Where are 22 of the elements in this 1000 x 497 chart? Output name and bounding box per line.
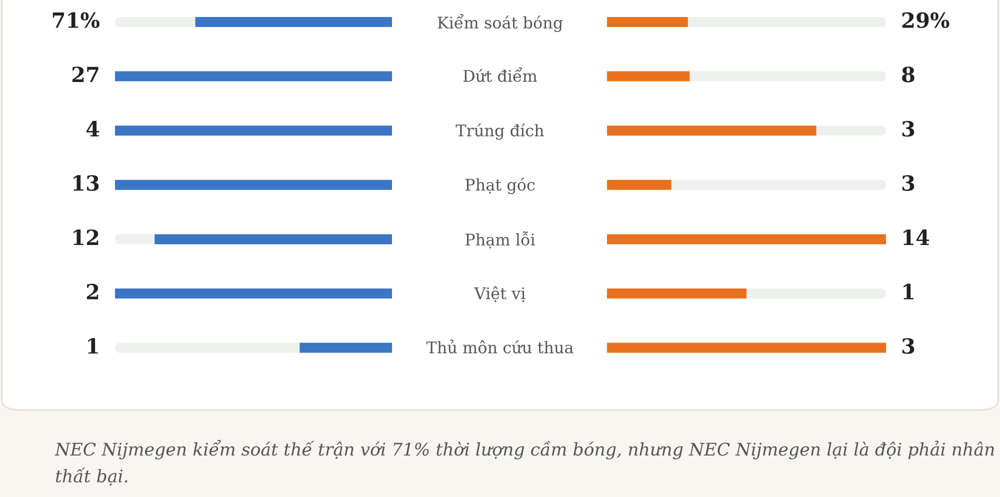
data-label: 3: [902, 338, 914, 354]
category-label: Phạm lỗi: [465, 231, 536, 248]
data-label: 4: [86, 120, 100, 136]
data-label: 8: [902, 66, 914, 82]
category-label: Dứt điểm: [463, 67, 538, 82]
category-label: Thủ môn cứu thua: [426, 340, 574, 354]
data-label: 1: [88, 338, 98, 354]
category-label: Trúng đích: [456, 123, 544, 140]
data-label: 3: [902, 120, 914, 137]
data-label: 71%: [52, 12, 100, 28]
data-label: 13: [74, 175, 99, 191]
data-label: 29%: [902, 12, 950, 28]
category-label: Phạt góc: [465, 178, 535, 194]
category-label: Việt vị: [474, 286, 526, 302]
data-label: 1: [904, 284, 914, 300]
data-label: 2: [86, 284, 98, 300]
data-label: 3: [902, 175, 914, 191]
category-label: Kiểm soát bóng: [438, 14, 563, 32]
text: NEC Nijmegen kiểm soát thế trận với 71% thời lượng cầm bóng, nhưng NEC Nijmegen lại là đội phải nhân thất bại.: [54, 440, 994, 486]
data-label: 14: [904, 229, 930, 245]
data-label: 12: [74, 229, 98, 245]
data-label: 27: [72, 66, 98, 82]
